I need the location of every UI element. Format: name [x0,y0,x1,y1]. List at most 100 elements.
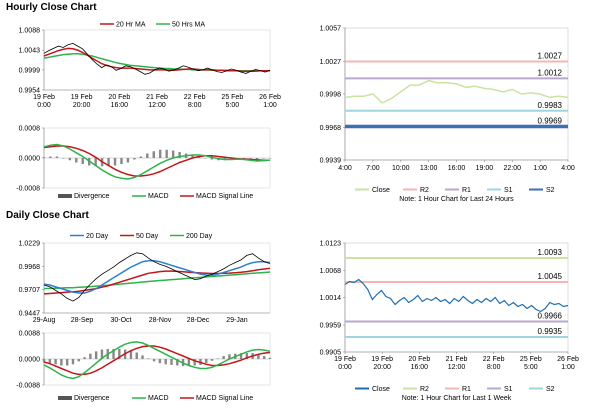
hourly-pivot-x-tick-label: 4:00 [561,165,575,172]
daily-divergence-bar [228,354,231,359]
hourly-divergence-bar [107,158,110,167]
hourly-pivot-plot-area [344,27,569,161]
hourly-pivot-x-tick-label: 7:00 [366,165,380,172]
daily-pivot-y-tick-label: 0.9905 [320,350,342,357]
hourly-pivot-close-line [344,79,569,104]
hourly-pivot-y-tick-label: 1.0057 [320,26,342,33]
daily-pivot-legend-close: Close [372,386,390,393]
daily-divergence-bar [263,356,266,359]
hourly-divergence-bar [210,158,214,160]
daily-pivot-x-tick-label: 19 Feb [334,356,356,363]
daily-pivot-legend-s2: S2 [546,386,555,393]
daily-divergence-bar [100,349,104,359]
hourly-pivot-legend-s1: S1 [504,187,513,194]
hourly-price-x-tick-label: 20 Feb [108,94,130,101]
hourly-pivot-x-tick-label: 19:00 [476,165,494,172]
daily-pivot-x-tick-label: 20:00 [373,364,391,371]
daily-price-plot-area [43,242,271,314]
daily-legend-macd: MACD [148,395,169,402]
hourly-divergence-bar [68,158,72,161]
daily-ma50-line [43,267,271,295]
daily-divergence-bar [112,348,115,359]
daily-pivot-x-tick-label: 19 Feb [371,356,393,363]
daily-pivot-legend-r1: R1 [462,386,471,393]
hourly-pivot-x-tick-label: 22:00 [503,165,521,172]
daily-price-y-tick-label: 1.0229 [19,241,41,248]
daily-price-y-tick-label: 0.9707 [19,287,41,294]
daily-legend-divergence-swatch [58,396,72,400]
hourly-pivot-x-tick-label: 1:00 [533,165,547,172]
hourly-divergence-bar [75,158,78,163]
hourly-divergence-bar [223,158,226,161]
hourly-pivot-y-tick-label: 0.9998 [320,92,342,99]
hourly-pivot-y-tick-label: 0.9939 [320,158,342,165]
hourly-divergence-bar [88,158,91,166]
daily-pivot-x-tick-label: 25 Feb [520,356,542,363]
daily-divergence-bar [123,349,127,359]
hourly-divergence-bar [204,158,207,159]
daily-price-x-tick-label: 29-Aug [33,317,56,324]
hourly-macd-y-tick-label: 0.0000 [19,156,41,163]
daily-price-y-tick-label: 0.9447 [19,311,41,318]
hourly-divergence-bar [120,158,123,164]
daily-price-x-tick-label: 28-Nov [149,317,172,324]
hourly-divergence-bar [249,158,252,159]
hourly-divergence-bar [139,156,143,158]
hourly-ma20-line [43,47,270,72]
hourly-legend-signal: MACD Signal Line [196,193,253,200]
hourly-legend-macd: MACD [148,193,169,200]
hourly-divergence-bar [94,158,97,167]
hourly-price-y-tick-label: 1.0043 [19,48,41,55]
hourly-title: Hourly Close Chart [6,2,97,13]
hourly-macd-line [43,143,271,180]
daily-title: Daily Close Chart [6,210,89,221]
hourly-divergence-bar [146,153,149,158]
hourly-price-x-tick-label: 16:00 [111,102,129,109]
hourly-pivot-x-tick-label: 10:00 [392,165,410,172]
daily-divergence-bar [170,359,173,365]
daily-divergence-bar [94,351,98,359]
daily-divergence-bar [193,359,196,366]
daily-pivot-x-tick-label: 16:00 [411,364,429,371]
daily-pivot-level-label: 1.0093 [538,248,563,257]
daily-pivot-level-label: 0.9935 [538,327,563,336]
hourly-divergence-bar [236,158,239,159]
daily-pivot-x-tick-label: 5:00 [524,364,538,371]
hourly-pivot-x-tick-label: 16:00 [448,165,466,172]
hourly-divergence-bar [81,158,84,164]
daily-ma20-line [43,260,271,294]
hourly-pivot-x-tick-label: 13:00 [420,165,438,172]
daily-pivot-x-tick-label: 0:00 [338,364,352,371]
hourly-ma50-line [43,52,270,72]
hourly-price-x-tick-label: 0:00 [37,102,51,109]
hourly-close-line [43,42,271,75]
hourly-price-y-tick-label: 0.9999 [19,67,41,74]
daily-divergence-bar [268,357,272,359]
hourly-divergence-bar [191,155,194,158]
hourly-price-x-tick-label: 1:00 [263,102,277,109]
hourly-price-x-tick-label: 20:00 [73,102,91,109]
daily-legend-2: 200 Day [186,233,213,240]
daily-pivot-x-tick-label: 26 Feb [557,356,579,363]
daily-ma200-line [43,271,271,290]
hourly-divergence-bar [165,149,168,158]
daily-divergence-bar [257,354,260,359]
daily-divergence-bar [118,348,121,359]
hourly-divergence-bar [126,158,130,163]
hourly-pivot-level-label: 1.0027 [538,52,563,61]
hourly-divergence-bar [42,157,46,158]
daily-price-x-tick-label: 28-Sep [71,317,94,324]
hourly-divergence-bar [184,153,188,158]
daily-pivot-y-tick-label: 1.0014 [320,295,342,302]
hourly-legend-divergence-swatch [58,194,72,198]
daily-pivot-y-tick-label: 1.0123 [320,241,342,248]
daily-pivot-x-tick-label: 21 Feb [446,356,468,363]
daily-divergence-bar [42,359,46,362]
hourly-price-x-tick-label: 12:00 [148,102,166,109]
hourly-pivot-legend-s2: S2 [546,187,555,194]
hourly-divergence-bar [55,156,59,158]
daily-macd-y-tick-label: 0.0088 [19,331,41,338]
daily-divergence-bar [158,359,162,364]
daily-pivot-note: Note: 1 Hour Chart for Last 1 Week [402,395,512,402]
